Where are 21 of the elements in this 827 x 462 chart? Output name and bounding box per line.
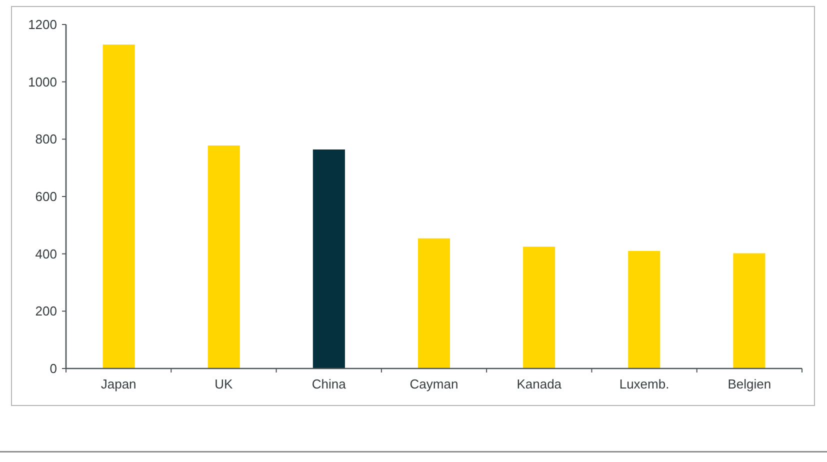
bar: [733, 253, 766, 368]
bar: [418, 238, 450, 368]
x-tick-label: Luxemb.: [619, 376, 670, 392]
x-tick-label: Japan: [100, 376, 136, 392]
bar: [312, 149, 345, 368]
y-tick-label: 1000: [28, 74, 57, 90]
y-tick-label: 600: [35, 189, 57, 204]
x-tick-label: China: [312, 376, 347, 392]
y-tick-label: 800: [35, 132, 57, 147]
bar: [102, 44, 135, 368]
bar: [628, 250, 660, 368]
y-tick-label: 400: [35, 246, 57, 262]
y-tick-label: 0: [50, 361, 57, 376]
x-tick-label: Kanada: [516, 376, 562, 392]
x-tick-label: Cayman: [410, 376, 458, 392]
y-tick-label: 1200: [28, 17, 57, 32]
x-tick-label: Belgien: [728, 376, 772, 392]
bar: [523, 246, 556, 368]
x-tick-label: UK: [214, 376, 234, 392]
y-tick-label: 200: [35, 304, 57, 319]
bar: [208, 145, 240, 368]
